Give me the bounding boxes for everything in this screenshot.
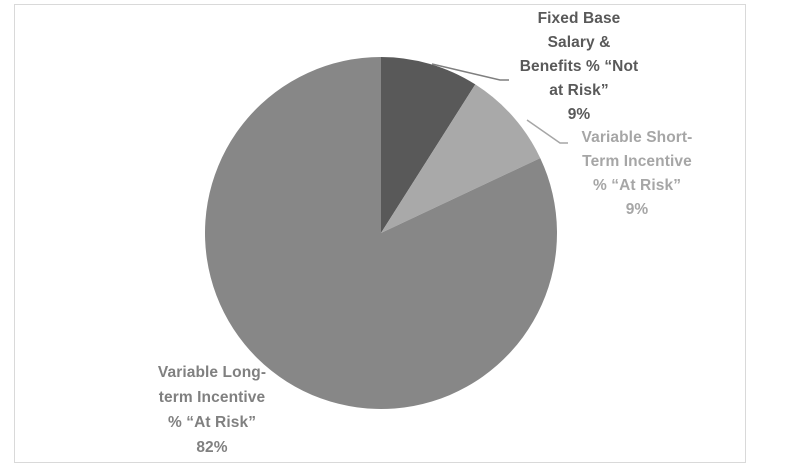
data-label-line: Variable Long- <box>157 364 267 381</box>
data-label-line: Term Incentive <box>582 153 692 170</box>
data-label-short-term: Variable Short- Term Incentive % “At Ris… <box>542 126 732 222</box>
data-label-line: Salary & <box>547 34 611 51</box>
data-label-line: Benefits % “Not <box>519 58 639 75</box>
pie-slices-group <box>205 57 557 409</box>
pie-slice-0 <box>381 57 476 233</box>
data-label-line: Fixed Base <box>537 10 621 27</box>
data-label-value: 9% <box>567 106 591 123</box>
leader-line-fixed-base <box>431 63 509 81</box>
data-label-value: 9% <box>625 201 649 218</box>
data-label-line: % “At Risk” <box>167 414 257 431</box>
data-label-line: at Risk” <box>549 82 609 99</box>
data-label-line: Variable Short- <box>581 129 693 146</box>
data-label-line: term Incentive <box>158 389 266 406</box>
leader-line-short-term <box>526 119 568 144</box>
data-label-value: 82% <box>196 439 228 456</box>
data-label-long-term: Variable Long- term Incentive % “At Risk… <box>117 360 307 460</box>
data-label-line: % “At Risk” <box>592 177 682 194</box>
pie-slice-1 <box>381 84 541 233</box>
chart-plot-border <box>14 4 746 463</box>
pie-slice-2 <box>205 57 557 409</box>
data-label-fixed-base: Fixed Base Salary & Benefits % “Not at R… <box>484 7 674 127</box>
